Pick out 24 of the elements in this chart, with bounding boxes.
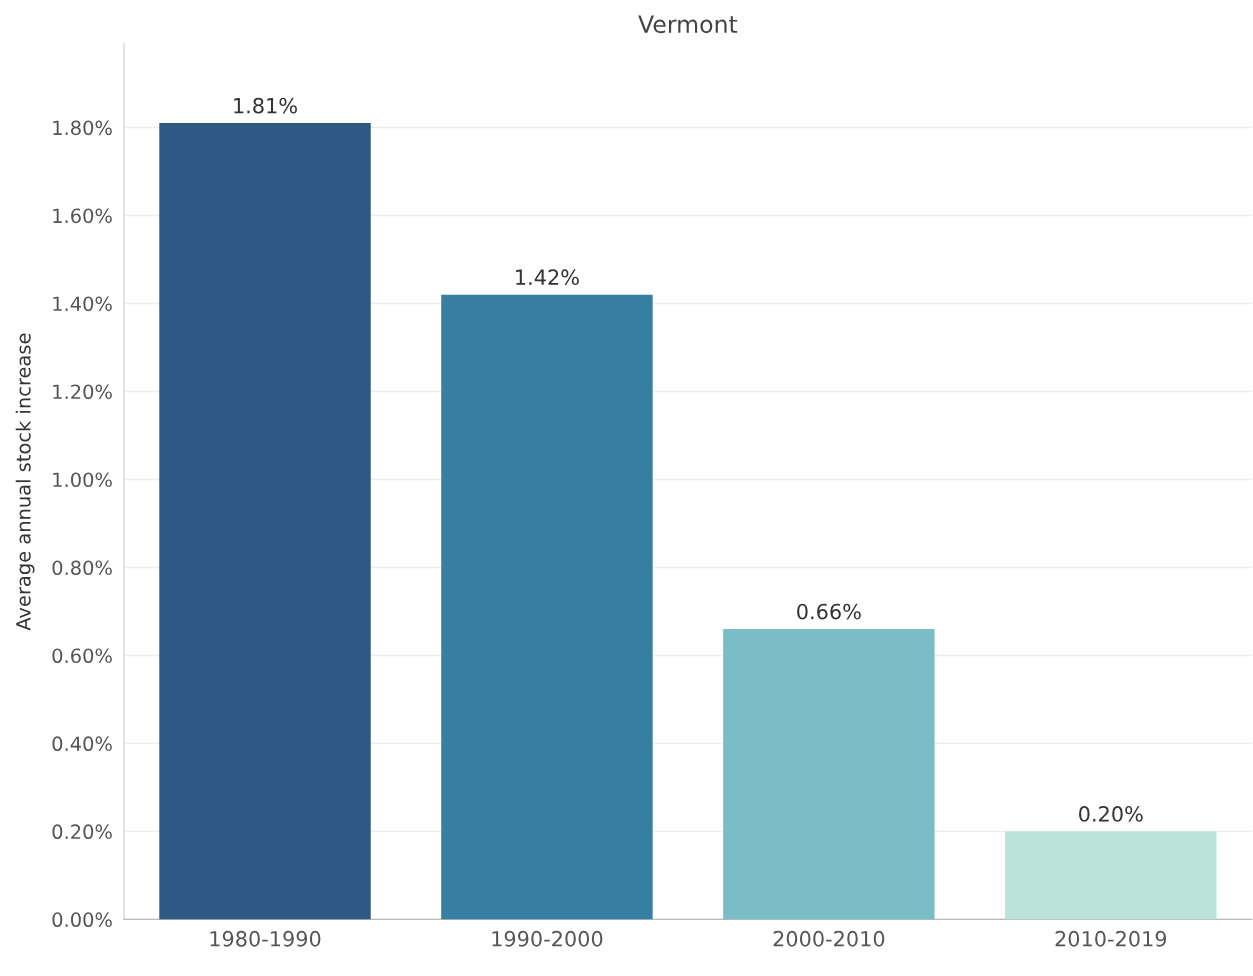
y-tick-label: 1.80% — [53, 120, 112, 136]
y-tick-label: 1.60% — [53, 208, 112, 224]
data-label: 1.81% — [234, 97, 297, 114]
y-tick-label: 0.40% — [52, 736, 112, 752]
bar — [159, 123, 371, 920]
data-label: 0.66% — [797, 603, 861, 620]
y-tick-label: 0.20% — [52, 824, 112, 840]
y-tick-label: 1.20% — [53, 384, 112, 400]
y-axis-title: Average annual stock increase — [15, 333, 35, 631]
y-tick-label: 1.00% — [53, 472, 112, 488]
x-tick-label: 2000-2010 — [773, 930, 885, 947]
y-tick-label: 0.60% — [52, 648, 112, 664]
y-tick-label: 1.40% — [53, 296, 112, 312]
x-tick-label: 2010-2019 — [1055, 930, 1167, 947]
bar — [441, 294, 653, 920]
bar — [1005, 831, 1217, 920]
x-tick-label: 1990-2000 — [492, 930, 603, 947]
data-label: 1.42% — [516, 269, 579, 286]
bar — [723, 629, 935, 920]
data-label: 0.20% — [1079, 806, 1143, 822]
x-tick-label: 1980-1990 — [210, 930, 321, 947]
y-tick-label: 0.00% — [52, 912, 112, 928]
chart-title: Vermont — [638, 15, 738, 34]
y-tick-label: 0.80% — [52, 560, 112, 576]
